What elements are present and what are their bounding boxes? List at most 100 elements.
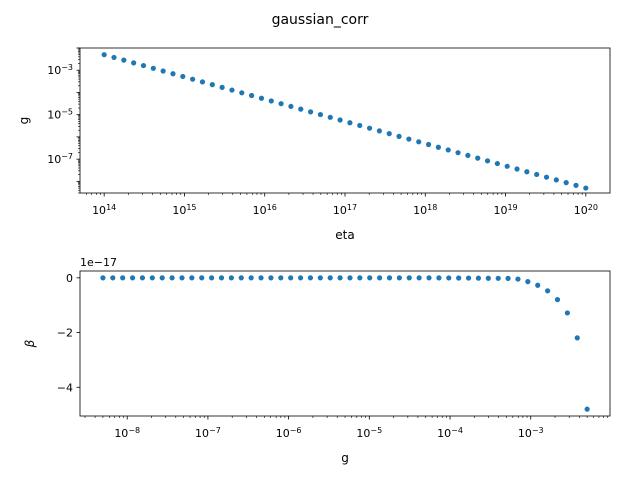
data-point bbox=[426, 275, 432, 281]
data-point bbox=[219, 84, 225, 90]
data-point bbox=[278, 275, 284, 281]
data-point bbox=[101, 52, 107, 58]
data-point bbox=[160, 68, 166, 74]
data-point bbox=[495, 275, 501, 281]
data-point bbox=[121, 57, 127, 63]
y-tick-label: 0 bbox=[66, 272, 73, 285]
y-axis-label: β bbox=[23, 339, 37, 348]
data-point bbox=[524, 169, 530, 175]
y-tick-label: −4 bbox=[57, 381, 73, 394]
data-point bbox=[377, 275, 383, 281]
x-tick-label: 1019 bbox=[493, 203, 517, 218]
data-point bbox=[396, 133, 402, 139]
data-point bbox=[139, 275, 146, 281]
figure-title: gaussian_corr bbox=[272, 12, 369, 28]
x-tick-label: 1014 bbox=[92, 203, 116, 218]
data-point bbox=[416, 275, 422, 281]
bottom-plot-axes: 10−8 10−7 10−6 10−5 10−4 10−3 0 −2 −4 1e−17 g β bbox=[23, 256, 611, 465]
data-point bbox=[228, 275, 234, 281]
data-point bbox=[149, 275, 155, 281]
data-point bbox=[337, 275, 343, 281]
data-point bbox=[268, 275, 274, 281]
data-point bbox=[357, 122, 363, 129]
data-point bbox=[416, 139, 422, 145]
data-point bbox=[366, 125, 373, 131]
data-point bbox=[110, 275, 116, 281]
data-point bbox=[288, 275, 294, 281]
data-point bbox=[445, 147, 451, 153]
data-point bbox=[199, 79, 206, 85]
plot-frame bbox=[79, 47, 611, 194]
y-axis-label: g bbox=[17, 117, 31, 125]
x-tick-label: 10−7 bbox=[195, 426, 221, 441]
data-point bbox=[140, 62, 147, 69]
x-tick-label: 1015 bbox=[172, 203, 196, 218]
x-tick-label: 10−8 bbox=[114, 426, 140, 441]
data-point bbox=[386, 275, 393, 281]
data-point bbox=[288, 103, 294, 110]
data-point bbox=[584, 406, 590, 412]
data-point bbox=[249, 92, 255, 99]
data-point bbox=[100, 275, 106, 281]
data-point bbox=[396, 275, 402, 281]
data-point bbox=[150, 65, 156, 71]
data-point bbox=[307, 109, 314, 115]
data-point bbox=[218, 275, 225, 281]
y-tick-label: −2 bbox=[57, 327, 73, 340]
data-point bbox=[475, 275, 482, 281]
data-point bbox=[209, 82, 215, 88]
x-tick-label: 1016 bbox=[253, 203, 277, 218]
data-point bbox=[199, 275, 205, 281]
data-point bbox=[367, 275, 373, 281]
data-point bbox=[278, 101, 284, 107]
data-point bbox=[406, 136, 412, 142]
data-point bbox=[505, 275, 511, 281]
x-tick-label: 10−6 bbox=[276, 426, 302, 441]
data-point bbox=[268, 98, 274, 104]
data-point bbox=[317, 111, 324, 118]
data-point bbox=[327, 275, 333, 281]
data-point bbox=[347, 120, 353, 126]
data-point bbox=[179, 275, 185, 281]
data-point bbox=[170, 71, 176, 77]
data-point bbox=[435, 144, 441, 150]
data-point bbox=[169, 275, 175, 281]
plot-frame bbox=[79, 270, 611, 417]
data-point bbox=[307, 275, 314, 281]
data-point bbox=[298, 106, 304, 112]
x-axis-label: g bbox=[341, 451, 349, 465]
data-point bbox=[180, 73, 186, 80]
data-point bbox=[543, 174, 550, 180]
data-point bbox=[534, 171, 540, 178]
x-tick-label: 10−5 bbox=[356, 426, 382, 441]
x-tick-label: 10−4 bbox=[437, 426, 463, 441]
data-point bbox=[317, 275, 323, 281]
data-point bbox=[436, 275, 442, 281]
data-point bbox=[190, 76, 196, 82]
data-point bbox=[229, 87, 235, 93]
data-point bbox=[465, 152, 471, 159]
data-point bbox=[455, 150, 461, 156]
y-tick-label: 10−3 bbox=[47, 63, 73, 78]
data-point bbox=[111, 54, 117, 61]
data-point bbox=[554, 297, 561, 303]
data-point bbox=[456, 275, 462, 281]
data-point bbox=[525, 279, 531, 285]
top-plot-axes: 1014 1015 1016 1017 1018 1019 1020 10−3 10−5 10−7… bbox=[17, 47, 611, 242]
data-point bbox=[337, 117, 343, 123]
data-point bbox=[238, 275, 244, 281]
data-point bbox=[129, 275, 136, 281]
data-point bbox=[573, 182, 579, 188]
data-point bbox=[446, 275, 452, 281]
data-point bbox=[297, 275, 304, 281]
x-tick-label: 1017 bbox=[333, 203, 357, 218]
data-point bbox=[545, 288, 551, 294]
data-point bbox=[386, 131, 392, 137]
data-point bbox=[189, 275, 195, 281]
data-point bbox=[574, 335, 580, 341]
y-tick-label: 10−7 bbox=[47, 152, 73, 167]
data-point bbox=[248, 275, 254, 281]
data-point bbox=[475, 155, 481, 161]
data-point bbox=[406, 275, 412, 281]
